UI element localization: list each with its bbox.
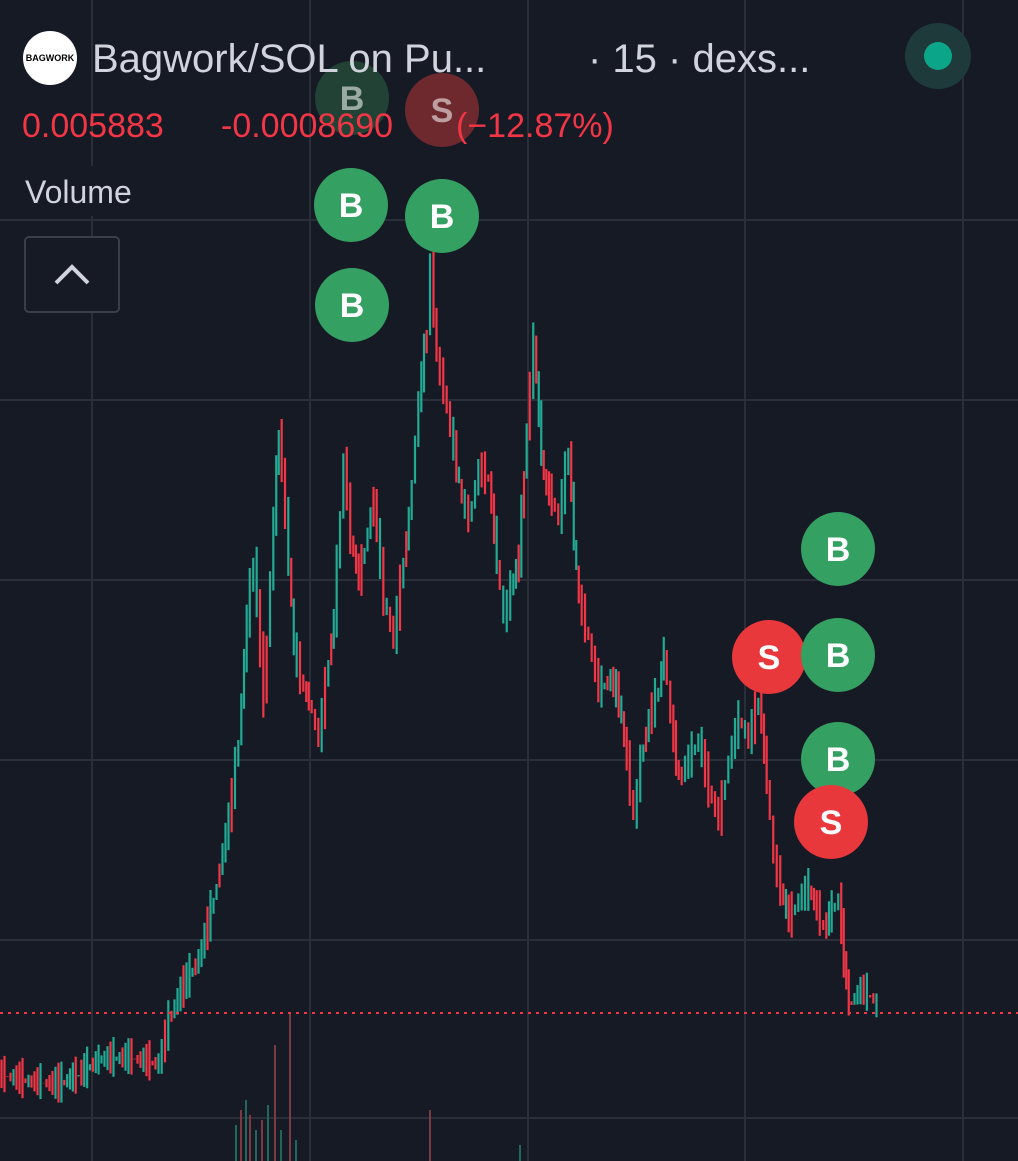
symbol[interactable]: Bagwork/SOL on Pu... [92, 37, 486, 81]
chevron-up [54, 264, 90, 285]
change-percent: (−12.87%) [456, 107, 614, 145]
collapse-button[interactable] [24, 236, 120, 313]
indicator-label[interactable]: Volume [25, 174, 132, 210]
price-series [0, 238, 878, 1103]
trade-marker-label: B [339, 187, 364, 225]
logo[interactable] [23, 31, 77, 85]
trade-marker [314, 168, 388, 242]
label-background [18, 166, 168, 216]
status-dot [924, 42, 952, 70]
trade-marker [732, 620, 806, 694]
trade-marker [315, 61, 389, 135]
trade-marker [315, 268, 389, 342]
interval-source: · 15 · dexs... [588, 37, 810, 81]
trade-marker [794, 785, 868, 859]
header: BAGWORK Bagwork/SOL on Pu... · 15 · dexs… [18, 23, 971, 313]
trade-marker-label: B [826, 531, 851, 569]
volume-bars [235, 1013, 521, 1161]
trade-marker-label: S [758, 639, 781, 677]
trade-marker-label: B [340, 80, 365, 118]
trade-marker-label: B [826, 741, 851, 779]
change: -0.0008690 [221, 107, 393, 145]
trade-marker-label: S [820, 804, 843, 842]
trade-marker [801, 722, 875, 796]
trade-marker [405, 179, 479, 253]
logo-text: BAGWORK [26, 53, 75, 63]
trade-marker-label: B [826, 637, 851, 675]
trade-marker [801, 512, 875, 586]
price: 0.005883 [22, 107, 164, 145]
trade-marker-label: B [340, 287, 365, 325]
trade-marker-label: B [430, 198, 455, 236]
trade-marker-label: S [431, 92, 454, 130]
trade-marker [801, 618, 875, 692]
trade-marker [405, 73, 479, 147]
